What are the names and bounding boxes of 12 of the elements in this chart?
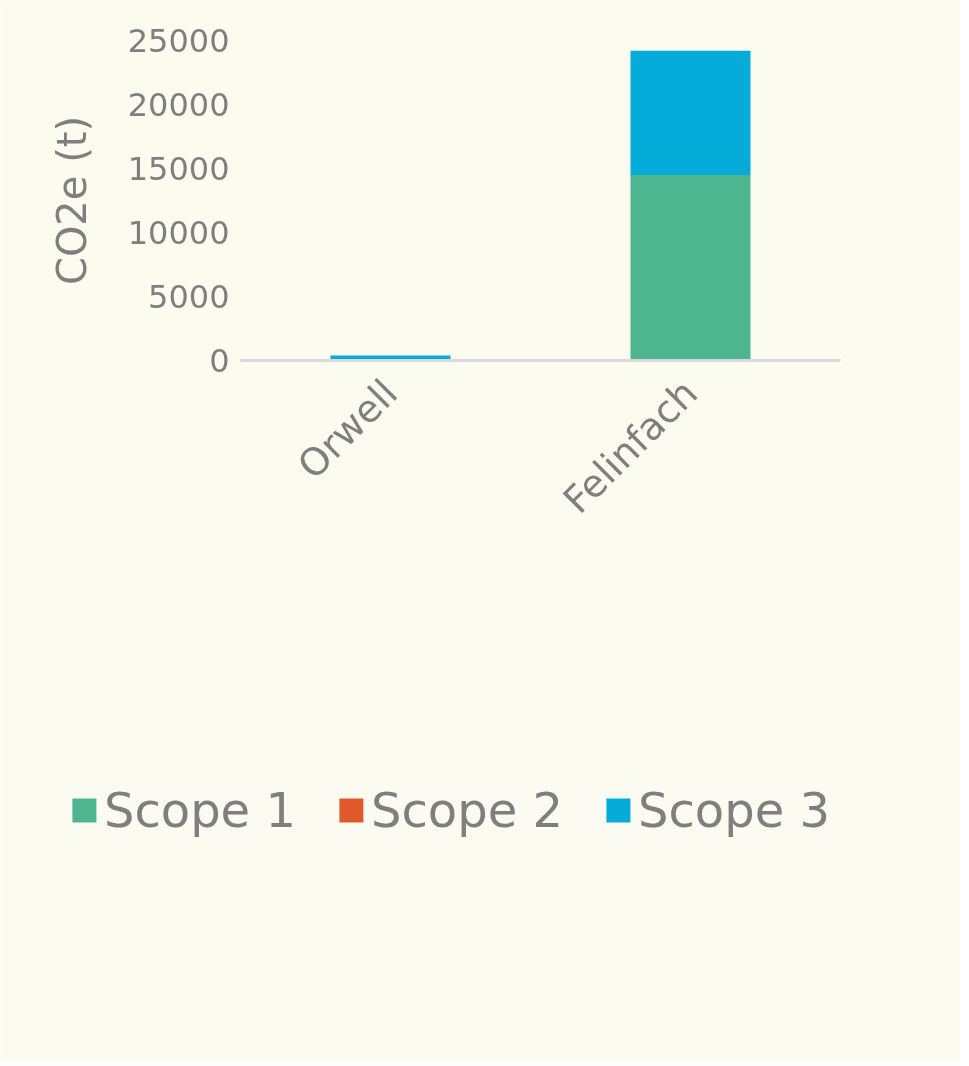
y-tick-label: 20000 bbox=[127, 86, 230, 124]
y-tick-label: 5000 bbox=[148, 278, 230, 316]
y-tick-label: 10000 bbox=[127, 214, 230, 252]
y-axis-title: CO2e (t) bbox=[48, 115, 95, 286]
legend-label: Scope 1 bbox=[103, 782, 296, 838]
bar bbox=[630, 50, 751, 175]
y-tick-label: 15000 bbox=[127, 150, 230, 188]
y-tick-label: 0 bbox=[209, 342, 230, 380]
bar bbox=[630, 174, 751, 361]
y-tick-label: 25000 bbox=[127, 22, 230, 60]
legend-label: Scope 2 bbox=[370, 782, 563, 838]
legend-label: Scope 3 bbox=[637, 782, 830, 838]
